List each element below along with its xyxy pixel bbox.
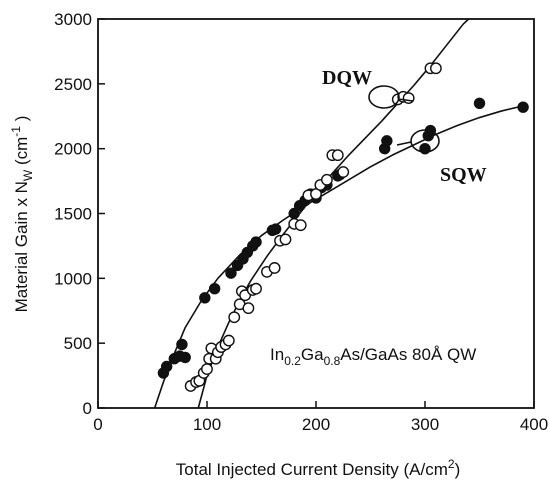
y-axis-title: Material Gain x NW (cm-1 ) bbox=[9, 116, 35, 313]
x-tick-label: 300 bbox=[411, 415, 439, 434]
data-point-dqw bbox=[269, 263, 279, 273]
y-tick-label: 1000 bbox=[54, 269, 92, 288]
data-point-sqw bbox=[200, 293, 210, 303]
data-point-dqw bbox=[338, 167, 348, 177]
x-axis-title: Total Injected Current Density (A/cm2) bbox=[176, 457, 460, 479]
data-point-sqw bbox=[210, 284, 220, 294]
y-tick-label: 3000 bbox=[54, 10, 92, 29]
data-point-dqw bbox=[431, 63, 441, 73]
data-point-sqw bbox=[382, 136, 392, 146]
data-point-dqw bbox=[229, 312, 239, 322]
data-point-dqw bbox=[202, 364, 212, 374]
data-point-sqw bbox=[162, 362, 172, 372]
y-tick-label: 500 bbox=[64, 334, 92, 353]
data-point-sqw bbox=[180, 352, 190, 362]
data-points bbox=[158, 63, 528, 391]
data-point-sqw bbox=[251, 237, 261, 247]
data-point-dqw bbox=[333, 150, 343, 160]
data-point-sqw bbox=[475, 98, 485, 108]
y-tick-label: 2000 bbox=[54, 140, 92, 159]
data-point-dqw bbox=[296, 220, 306, 230]
data-point-dqw bbox=[280, 234, 290, 244]
series-label-sqw: SQW bbox=[440, 164, 487, 186]
data-point-dqw bbox=[251, 284, 261, 294]
y-tick-label: 1500 bbox=[54, 205, 92, 224]
sqw-leader-line bbox=[397, 142, 411, 145]
material-annotation: In0.2Ga0.8As/GaAs 80Å QW bbox=[270, 345, 476, 368]
x-tick-label: 100 bbox=[193, 415, 221, 434]
series-label-dqw: DQW bbox=[322, 67, 372, 89]
data-point-sqw bbox=[518, 102, 528, 112]
data-point-sqw bbox=[177, 339, 187, 349]
x-tick-label: 0 bbox=[93, 415, 102, 434]
data-point-dqw bbox=[224, 335, 234, 345]
data-point-dqw bbox=[322, 175, 332, 185]
x-tick-label: 400 bbox=[520, 415, 548, 434]
x-tick-label: 200 bbox=[302, 415, 330, 434]
data-point-dqw bbox=[403, 93, 413, 103]
y-tick-label: 0 bbox=[83, 399, 92, 418]
y-tick-label: 2500 bbox=[54, 75, 92, 94]
data-point-dqw bbox=[243, 303, 253, 313]
data-point-sqw bbox=[271, 224, 281, 234]
